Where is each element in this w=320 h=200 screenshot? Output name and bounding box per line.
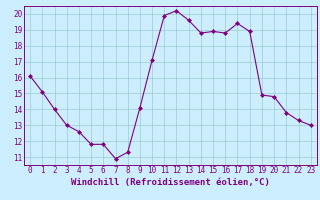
X-axis label: Windchill (Refroidissement éolien,°C): Windchill (Refroidissement éolien,°C) [71,178,270,187]
